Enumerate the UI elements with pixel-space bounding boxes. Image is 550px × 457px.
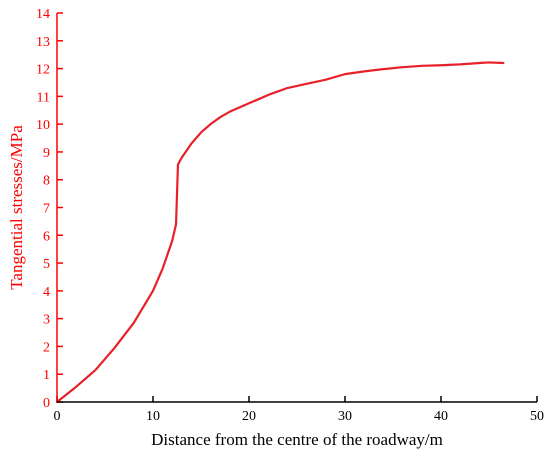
x-tick-label: 10 [146, 409, 160, 424]
x-tick-label: 20 [242, 409, 256, 424]
x-axis-title: Distance from the centre of the roadway/… [151, 430, 443, 449]
y-tick-label: 8 [43, 174, 50, 189]
y-tick-label: 10 [36, 118, 50, 133]
y-tick-label: 1 [43, 368, 50, 383]
y-tick-label: 0 [43, 396, 50, 411]
y-tick-label: 6 [43, 229, 50, 244]
x-axis-ticks: 0 10 20 30 40 50 [54, 396, 544, 424]
y-tick-label: 11 [37, 90, 50, 105]
x-tick-label: 0 [54, 409, 61, 424]
y-tick-label: 7 [43, 202, 50, 217]
y-tick-label: 12 [36, 63, 50, 78]
y-axis-title: Tangential stresses/MPa [7, 125, 26, 290]
stress-curve-line [55, 61, 505, 404]
y-tick-label: 9 [43, 146, 50, 161]
y-tick-label: 14 [36, 7, 50, 22]
plot-area [55, 61, 505, 404]
y-tick-label: 4 [43, 285, 50, 300]
x-tick-label: 50 [530, 409, 544, 424]
y-tick-label: 2 [43, 340, 50, 355]
y-tick-label: 13 [36, 35, 50, 50]
y-tick-label: 3 [43, 313, 50, 328]
y-tick-label: 5 [43, 257, 50, 272]
x-tick-label: 40 [434, 409, 448, 424]
x-tick-label: 30 [338, 409, 352, 424]
